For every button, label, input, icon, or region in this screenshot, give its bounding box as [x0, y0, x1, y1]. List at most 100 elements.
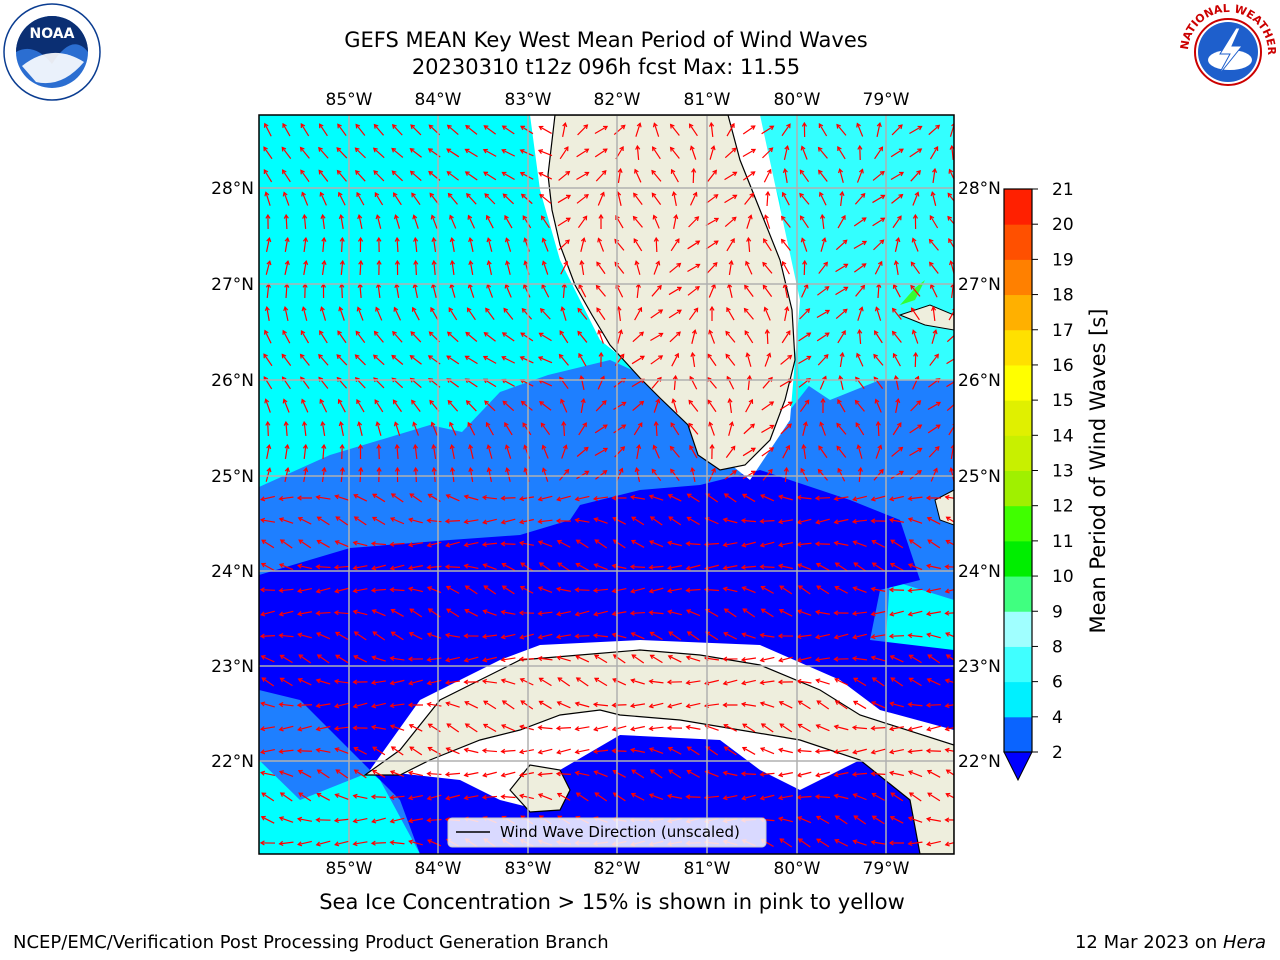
- wave-arrow: [520, 379, 534, 387]
- wave-arrow: [353, 610, 368, 616]
- wave-arrow-head: [707, 353, 712, 359]
- wave-arrow: [433, 260, 436, 276]
- wave-arrow: [946, 540, 954, 546]
- wave-arrow-head: [834, 585, 840, 591]
- wave-arrow: [853, 541, 867, 547]
- wave-arrow: [908, 610, 923, 616]
- wave-arrow-head: [504, 422, 509, 428]
- wave-arrow: [764, 215, 771, 229]
- wave-arrow: [762, 469, 773, 481]
- wave-arrow-head: [841, 330, 846, 336]
- wave-arrow-head: [316, 769, 322, 775]
- wave-arrow-head: [821, 237, 827, 243]
- wave-arrow: [798, 838, 811, 848]
- wave-arrow-head: [559, 330, 565, 336]
- wave-arrow: [520, 586, 534, 594]
- wave-arrow: [522, 215, 532, 229]
- wave-arrow-head: [853, 677, 859, 683]
- wave-arrow-head: [483, 171, 489, 177]
- wave-arrow-head: [389, 655, 395, 661]
- wave-arrow: [260, 635, 276, 637]
- wave-arrow-head: [408, 680, 414, 686]
- wave-arrow-head: [519, 585, 525, 591]
- wave-arrow: [800, 468, 809, 482]
- wave-arrow: [671, 169, 679, 183]
- wave-arrow: [945, 612, 954, 615]
- wave-arrow-head: [413, 466, 419, 472]
- wave-arrow-head: [413, 236, 419, 242]
- wave-arrow-head: [916, 469, 922, 475]
- wave-arrow-head: [648, 564, 654, 570]
- colorbar-segment: [1004, 224, 1032, 260]
- wave-arrow: [853, 815, 867, 825]
- wave-arrow: [372, 656, 386, 662]
- wave-arrow: [335, 769, 349, 779]
- wave-arrow-head: [500, 657, 506, 663]
- wave-arrow-head: [574, 587, 580, 593]
- wave-arrow: [316, 840, 331, 846]
- wave-arrow-head: [685, 541, 691, 547]
- wave-arrow: [852, 657, 868, 661]
- wave-arrow-head: [676, 331, 681, 337]
- wave-arrow-head: [393, 306, 399, 312]
- wave-arrow: [617, 330, 622, 344]
- wave-arrow: [890, 470, 904, 480]
- wave-arrow-head: [537, 771, 543, 777]
- wave-arrow-head: [926, 841, 932, 847]
- wave-arrow-head: [594, 677, 600, 683]
- wave-arrow-head: [816, 838, 822, 844]
- wave-arrow-head: [907, 587, 913, 593]
- wave-arrow: [523, 284, 531, 298]
- wave-arrow: [724, 493, 737, 503]
- wave-arrow: [378, 444, 380, 460]
- wave-arrow: [409, 587, 423, 593]
- wave-arrow: [355, 124, 366, 136]
- wave-arrow: [575, 748, 590, 754]
- wave-arrow-head: [464, 723, 470, 728]
- wave-arrow: [376, 422, 382, 436]
- wave-arrow-head: [372, 746, 378, 752]
- wave-arrow: [355, 170, 366, 182]
- wave-arrow: [909, 654, 922, 664]
- wave-arrow: [594, 677, 608, 687]
- wave-arrow: [539, 700, 552, 710]
- wave-arrow: [723, 679, 738, 685]
- wave-arrow: [742, 608, 756, 618]
- wave-arrow: [539, 194, 552, 204]
- wave-arrow-head: [501, 332, 507, 337]
- wave-arrow-head: [394, 443, 400, 449]
- wave-arrow-head: [669, 123, 675, 129]
- wave-arrow-head: [593, 563, 599, 568]
- wave-arrow: [303, 421, 307, 437]
- footer-host: Hera: [1222, 932, 1266, 953]
- wave-arrow: [815, 497, 831, 499]
- wave-arrow: [781, 239, 791, 251]
- wave-arrow-head: [695, 263, 701, 269]
- wave-arrow-head: [833, 793, 839, 799]
- wave-arrow: [892, 331, 902, 343]
- wave-arrow: [686, 702, 701, 708]
- wave-arrow-head: [926, 516, 932, 522]
- wave-arrow-head: [796, 563, 803, 569]
- wave-arrow: [371, 588, 387, 592]
- wave-arrow-head: [655, 260, 661, 266]
- wave-arrow-head: [315, 494, 321, 500]
- wave-arrow: [650, 332, 663, 342]
- wave-arrow-head: [633, 238, 639, 244]
- wave-arrow: [575, 495, 590, 501]
- wave-arrow: [687, 240, 700, 250]
- wave-arrow-head: [779, 723, 785, 728]
- wave-arrow: [303, 214, 307, 230]
- wave-arrow: [538, 793, 553, 801]
- wave-arrow: [723, 724, 738, 732]
- wave-arrow-head: [856, 122, 861, 128]
- wave-arrow: [557, 610, 571, 616]
- lat-labels-right: 28°N27°N26°N25°N24°N23°N22°N: [958, 179, 1001, 772]
- wave-arrow-head: [784, 145, 790, 151]
- wave-arrow: [464, 701, 479, 709]
- wave-arrow: [818, 262, 828, 274]
- wave-arrow: [687, 493, 700, 503]
- wave-arrow: [341, 237, 343, 253]
- wave-arrow-head: [954, 356, 958, 360]
- wave-arrow-head: [431, 259, 437, 265]
